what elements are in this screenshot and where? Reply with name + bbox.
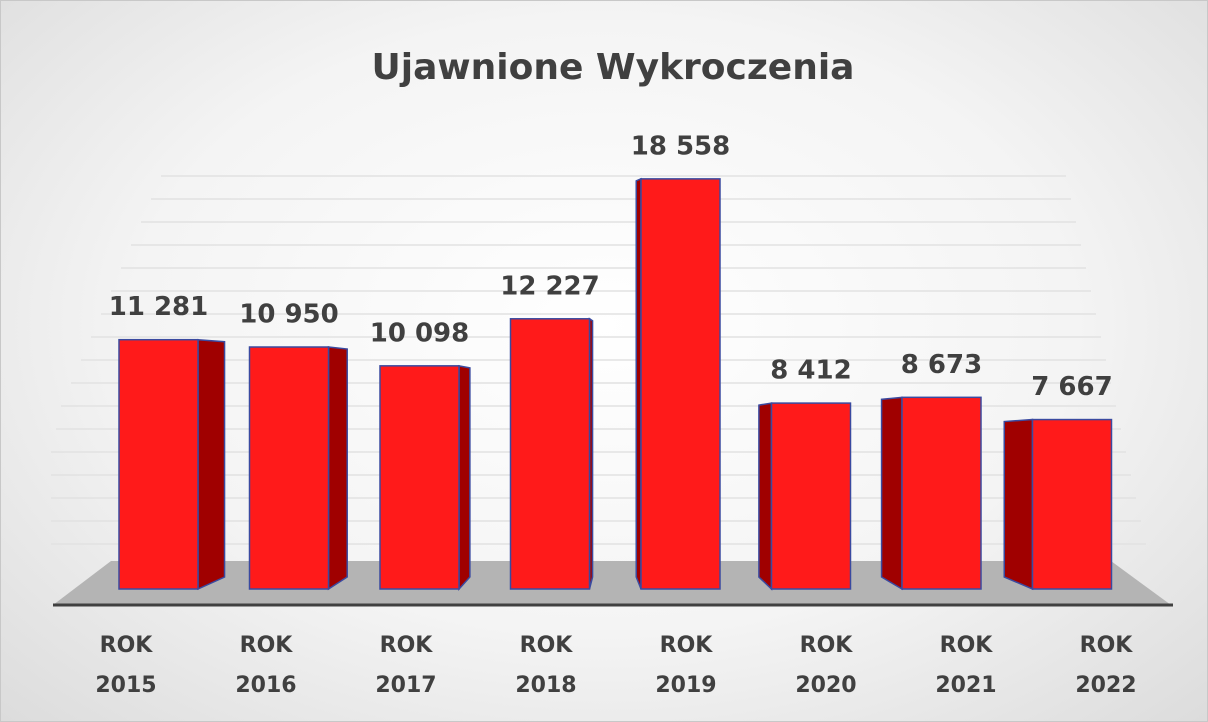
value-label: 10 950 bbox=[239, 300, 339, 330]
x-tick-label: ROK 2022 bbox=[1075, 633, 1137, 698]
value-label: 8 412 bbox=[770, 356, 851, 386]
value-label: 11 281 bbox=[109, 292, 209, 322]
x-tick-label: ROK 2020 bbox=[795, 633, 857, 698]
bar bbox=[248, 346, 330, 590]
bar bbox=[509, 318, 591, 590]
x-tick-label: ROK 2015 bbox=[95, 633, 157, 698]
bar-side bbox=[758, 402, 773, 591]
bar bbox=[640, 178, 721, 590]
value-label: 7 667 bbox=[1031, 372, 1112, 402]
value-label: 10 098 bbox=[370, 318, 470, 348]
bar-side bbox=[880, 396, 903, 591]
bar-side bbox=[327, 346, 348, 591]
bar bbox=[118, 338, 199, 590]
x-tick-label: ROK 2017 bbox=[375, 633, 437, 698]
value-label: 8 673 bbox=[901, 350, 982, 380]
x-tick-label: ROK 2018 bbox=[515, 633, 577, 698]
bar bbox=[770, 402, 852, 590]
value-label: 12 227 bbox=[500, 271, 600, 301]
bar-side bbox=[197, 338, 226, 591]
bar-side bbox=[458, 364, 471, 591]
bar-side bbox=[1003, 418, 1034, 591]
value-label: 18 558 bbox=[631, 131, 731, 161]
x-tick-label: ROK 2016 bbox=[235, 633, 297, 698]
chart-title: Ujawnione Wykroczenia bbox=[372, 47, 855, 88]
bar bbox=[901, 396, 982, 590]
bar bbox=[1031, 418, 1113, 590]
x-tick-label: ROK 2021 bbox=[935, 633, 997, 698]
bar bbox=[379, 365, 460, 590]
x-tick-label: ROK 2019 bbox=[655, 633, 717, 698]
